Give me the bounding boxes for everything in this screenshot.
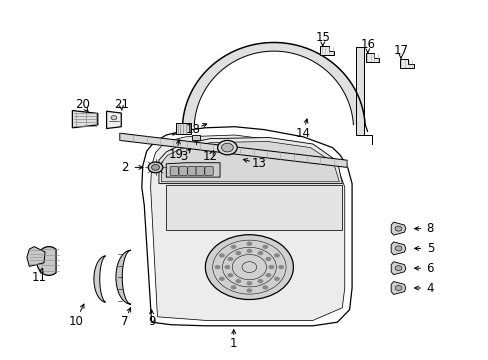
Text: 3: 3 <box>179 150 187 163</box>
Circle shape <box>265 257 271 261</box>
Circle shape <box>257 279 263 283</box>
Text: 16: 16 <box>360 39 374 51</box>
FancyBboxPatch shape <box>187 167 196 175</box>
Polygon shape <box>182 42 365 125</box>
Circle shape <box>246 288 252 293</box>
Polygon shape <box>166 185 342 230</box>
Text: 6: 6 <box>426 262 433 275</box>
Polygon shape <box>192 135 200 140</box>
Text: 14: 14 <box>295 127 310 140</box>
Circle shape <box>394 226 401 231</box>
Circle shape <box>205 235 293 300</box>
Text: 10: 10 <box>68 315 83 328</box>
Text: 20: 20 <box>75 98 89 111</box>
Circle shape <box>235 251 241 255</box>
Circle shape <box>394 246 401 251</box>
Circle shape <box>235 279 241 283</box>
Polygon shape <box>176 123 190 134</box>
Polygon shape <box>355 47 364 135</box>
Text: 2: 2 <box>121 161 128 174</box>
Text: 1: 1 <box>229 337 237 350</box>
Circle shape <box>262 245 268 249</box>
Text: 4: 4 <box>426 282 433 294</box>
Text: 8: 8 <box>426 222 433 235</box>
Circle shape <box>151 165 159 170</box>
Polygon shape <box>320 46 333 55</box>
Circle shape <box>278 265 284 269</box>
Text: 15: 15 <box>315 31 329 44</box>
Circle shape <box>217 140 237 155</box>
Circle shape <box>224 265 230 269</box>
Circle shape <box>221 143 233 152</box>
Circle shape <box>111 116 117 120</box>
Circle shape <box>394 285 401 291</box>
Text: 13: 13 <box>251 157 266 170</box>
Circle shape <box>246 249 252 253</box>
Circle shape <box>214 265 220 269</box>
Polygon shape <box>390 242 405 255</box>
Circle shape <box>219 276 224 281</box>
Polygon shape <box>120 133 346 167</box>
Text: 7: 7 <box>121 315 128 328</box>
Polygon shape <box>142 127 351 326</box>
Circle shape <box>246 281 252 285</box>
Text: 18: 18 <box>185 123 200 136</box>
Polygon shape <box>390 262 405 275</box>
Circle shape <box>394 266 401 271</box>
Polygon shape <box>166 163 220 177</box>
Polygon shape <box>390 282 405 294</box>
FancyBboxPatch shape <box>204 167 213 175</box>
Circle shape <box>262 285 268 289</box>
Circle shape <box>227 273 233 277</box>
Circle shape <box>273 253 279 258</box>
Polygon shape <box>116 250 131 304</box>
Polygon shape <box>37 247 56 275</box>
Polygon shape <box>161 141 339 182</box>
Circle shape <box>230 245 236 249</box>
FancyBboxPatch shape <box>170 167 178 175</box>
Text: 5: 5 <box>426 242 433 255</box>
Text: 19: 19 <box>168 148 183 161</box>
FancyBboxPatch shape <box>196 167 204 175</box>
Polygon shape <box>159 138 342 184</box>
Circle shape <box>273 276 279 281</box>
Circle shape <box>230 285 236 289</box>
Polygon shape <box>27 247 45 266</box>
Text: 9: 9 <box>147 315 155 328</box>
Polygon shape <box>365 53 379 62</box>
Text: 12: 12 <box>203 150 217 163</box>
Circle shape <box>148 162 163 173</box>
Polygon shape <box>390 222 405 235</box>
Circle shape <box>268 265 274 269</box>
Circle shape <box>219 253 224 258</box>
Text: 17: 17 <box>393 44 407 57</box>
Circle shape <box>257 251 263 255</box>
Polygon shape <box>106 111 121 129</box>
Polygon shape <box>150 135 344 320</box>
FancyBboxPatch shape <box>179 167 187 175</box>
Circle shape <box>265 273 271 277</box>
Polygon shape <box>399 59 413 68</box>
Circle shape <box>246 242 252 246</box>
Circle shape <box>227 257 233 261</box>
Text: 21: 21 <box>114 98 128 111</box>
Text: 11: 11 <box>32 271 46 284</box>
Polygon shape <box>94 256 105 302</box>
Polygon shape <box>72 111 98 128</box>
